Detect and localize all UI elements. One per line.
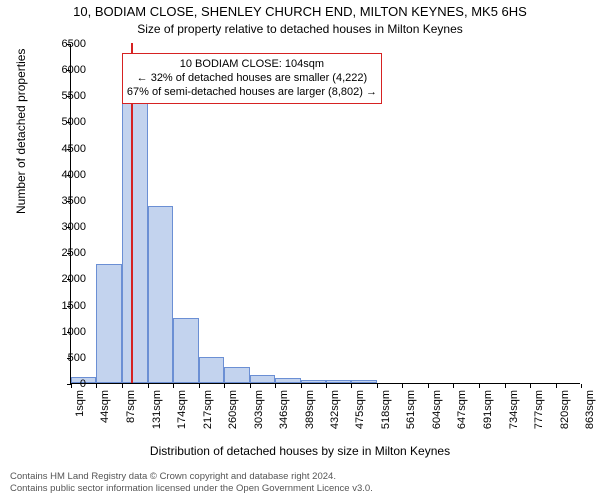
y-tick-label: 5500 (46, 90, 86, 102)
y-tick-label: 2000 (46, 273, 86, 285)
y-tick-label: 4000 (46, 169, 86, 181)
x-tick-label: 432sqm (329, 390, 341, 429)
histogram-bar (173, 318, 198, 383)
histogram-bar (275, 378, 300, 383)
x-tick-label: 389sqm (304, 390, 316, 429)
x-tick-label: 604sqm (431, 390, 443, 429)
x-tick-mark (275, 384, 276, 388)
histogram-bar (199, 357, 224, 383)
x-tick-label: 131sqm (151, 390, 163, 429)
x-tick-label: 691sqm (482, 390, 494, 429)
histogram-bar (250, 375, 275, 383)
x-tick-mark (530, 384, 531, 388)
x-tick-label: 303sqm (253, 390, 265, 429)
y-tick-label: 6000 (46, 64, 86, 76)
y-tick-label: 5000 (46, 116, 86, 128)
x-tick-mark (224, 384, 225, 388)
page-title: 10, BODIAM CLOSE, SHENLEY CHURCH END, MI… (0, 4, 600, 19)
annotation-line: ← 32% of detached houses are smaller (4,… (127, 72, 377, 86)
y-tick-label: 6500 (46, 38, 86, 50)
x-tick-mark (122, 384, 123, 388)
annotation-box: 10 BODIAM CLOSE: 104sqm← 32% of detached… (122, 53, 382, 104)
x-tick-mark (377, 384, 378, 388)
x-tick-mark (402, 384, 403, 388)
x-tick-label: 647sqm (456, 390, 468, 429)
x-tick-label: 820sqm (559, 390, 571, 429)
footer-line-1: Contains HM Land Registry data © Crown c… (10, 471, 373, 482)
x-tick-mark (351, 384, 352, 388)
y-tick-label: 500 (46, 352, 86, 364)
x-tick-label: 1sqm (74, 390, 86, 417)
x-tick-label: 174sqm (176, 390, 188, 429)
y-tick-label: 3500 (46, 195, 86, 207)
histogram-bar (224, 367, 249, 383)
y-axis-label: Number of detached properties (14, 49, 28, 214)
y-tick-label: 1000 (46, 326, 86, 338)
x-tick-label: 863sqm (584, 390, 596, 429)
x-tick-mark (148, 384, 149, 388)
x-tick-mark (96, 384, 97, 388)
attribution-footer: Contains HM Land Registry data © Crown c… (10, 471, 373, 494)
x-tick-label: 217sqm (202, 390, 214, 429)
x-tick-mark (556, 384, 557, 388)
annotation-line: 67% of semi-detached houses are larger (… (127, 86, 377, 100)
x-tick-mark (581, 384, 582, 388)
histogram-bar (96, 264, 121, 383)
y-tick-label: 0 (46, 378, 86, 390)
x-tick-label: 777sqm (533, 390, 545, 429)
x-tick-mark (453, 384, 454, 388)
histogram-plot: 10 BODIAM CLOSE: 104sqm← 32% of detached… (70, 44, 580, 384)
x-tick-label: 346sqm (278, 390, 290, 429)
x-tick-label: 260sqm (227, 390, 239, 429)
x-tick-mark (505, 384, 506, 388)
x-tick-mark (301, 384, 302, 388)
x-tick-label: 475sqm (354, 390, 366, 429)
histogram-bar (122, 77, 148, 383)
x-tick-label: 44sqm (99, 390, 111, 423)
annotation-line: 10 BODIAM CLOSE: 104sqm (127, 58, 377, 72)
footer-line-2: Contains public sector information licen… (10, 483, 373, 494)
y-tick-label: 1500 (46, 300, 86, 312)
histogram-bar (301, 380, 326, 383)
x-tick-label: 518sqm (380, 390, 392, 429)
x-axis-label: Distribution of detached houses by size … (0, 444, 600, 458)
x-tick-label: 561sqm (405, 390, 417, 429)
x-tick-mark (326, 384, 327, 388)
histogram-bar (351, 380, 376, 383)
x-tick-label: 734sqm (508, 390, 520, 429)
x-tick-mark (428, 384, 429, 388)
histogram-bar (148, 206, 173, 383)
x-tick-mark (173, 384, 174, 388)
chart-area: 10 BODIAM CLOSE: 104sqm← 32% of detached… (70, 44, 580, 384)
y-tick-label: 3000 (46, 221, 86, 233)
y-tick-label: 4500 (46, 143, 86, 155)
x-tick-label: 87sqm (125, 390, 137, 423)
histogram-bar (326, 380, 351, 383)
x-tick-mark (250, 384, 251, 388)
x-tick-mark (479, 384, 480, 388)
x-tick-mark (199, 384, 200, 388)
y-tick-label: 2500 (46, 247, 86, 259)
page-subtitle: Size of property relative to detached ho… (0, 22, 600, 36)
